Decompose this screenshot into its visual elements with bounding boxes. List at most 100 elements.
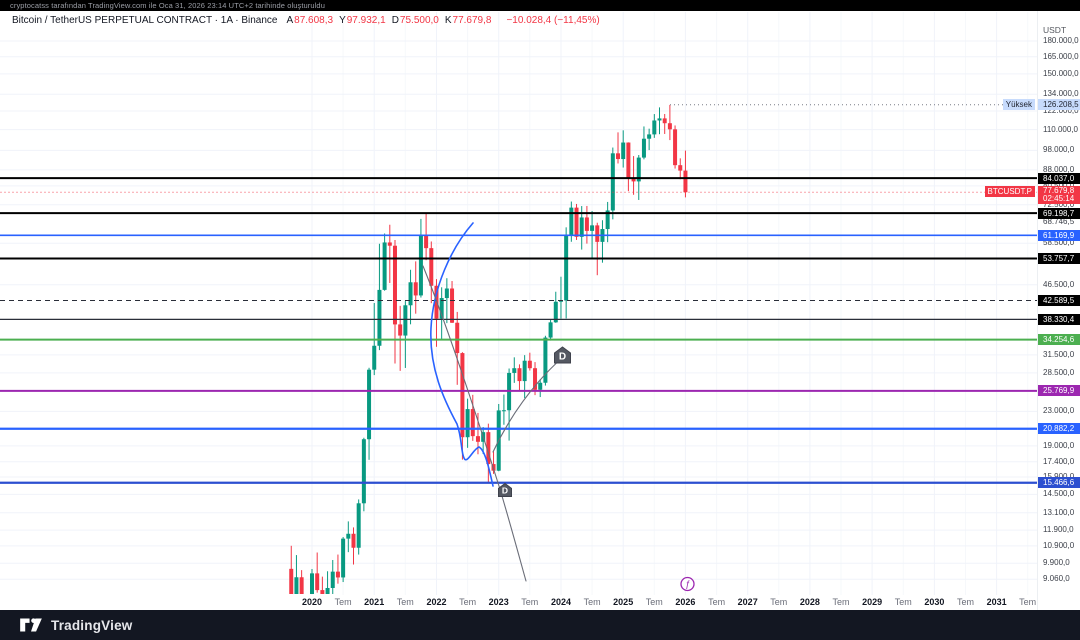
event-marker-glyph: ƒ — [685, 579, 690, 589]
candle-2021-12 — [429, 248, 434, 286]
price-tick: 180.000,0 — [1043, 36, 1079, 45]
tradingview-logo-icon[interactable] — [18, 614, 44, 636]
price-line-badge: 20.882,2 — [1038, 423, 1080, 435]
time-tick-month: Tem — [956, 597, 975, 607]
price-tick: 9.900,0 — [1043, 558, 1070, 568]
time-tick-year: 2025 — [613, 597, 634, 607]
ohlc-label: Y — [339, 15, 346, 26]
price-tick: 28.500,0 — [1043, 367, 1075, 377]
candle-2020-12 — [367, 369, 372, 440]
candle-2024-10 — [605, 210, 610, 230]
candle-2022-04 — [450, 288, 455, 323]
footer-brand[interactable]: TradingView — [51, 617, 133, 633]
time-tick-month: Tem — [708, 597, 726, 607]
candle-2022-06 — [460, 353, 465, 438]
candle-2024-12 — [616, 153, 621, 160]
candle-2024-04 — [574, 207, 579, 237]
time-tick-year: 2022 — [426, 597, 447, 607]
time-tick-month: Tem — [1019, 597, 1037, 607]
candle-2021-04 — [387, 242, 392, 246]
candle-2022-08 — [470, 409, 475, 437]
candle-2023-02 — [501, 410, 506, 412]
candle-2023-11 — [548, 322, 553, 338]
candle-2024-07 — [590, 225, 595, 231]
candle-2025-08 — [657, 118, 662, 121]
candle-2023-12 — [553, 301, 558, 323]
price-tick: 15.900,0 — [1043, 472, 1074, 482]
candle-2021-05 — [392, 245, 397, 325]
candle-2021-06 — [398, 324, 403, 336]
ohlc-value: 97.932,1 — [346, 15, 386, 26]
candle-2025-11 — [673, 129, 678, 166]
high-label-tag: Yüksek — [1002, 99, 1035, 111]
candle-2021-09 — [413, 282, 418, 296]
recovery-curve[interactable] — [492, 356, 564, 453]
price-tick: 46.500,0 — [1043, 279, 1075, 289]
last-price-badge: 77.679,8 02:45:14 — [1038, 186, 1080, 205]
candle-2022-02 — [439, 298, 444, 319]
price-tick: 134.000,0 — [1043, 89, 1079, 99]
price-tick: 98.000,0 — [1043, 145, 1075, 155]
time-axis[interactable]: 2020 2021 2022 2023 2024 2025 2026 2027 2028 2029… — [0, 595, 1037, 610]
time-tick-month: Tem — [396, 597, 414, 607]
last-price-value: 77.679,8 — [1043, 186, 1075, 196]
high-price-badge: 126.208,5 — [1038, 99, 1080, 111]
time-tick-year: 2030 — [924, 597, 945, 607]
position-marker-d[interactable] — [498, 482, 512, 497]
price-tick: 80.500,0 — [1043, 181, 1074, 191]
descending-trendline[interactable] — [422, 265, 527, 582]
candle-2025-06 — [647, 134, 652, 139]
candle-2024-06 — [584, 217, 589, 231]
footer-bar: TradingView — [0, 610, 1080, 640]
candle-2019-11 — [299, 577, 304, 594]
candle-2025-09 — [662, 118, 667, 124]
bar-countdown: 02:45:14 — [1043, 194, 1075, 204]
candle-2023-04 — [512, 368, 517, 373]
ohlc-value: 87.608,3 — [294, 15, 334, 26]
price-axis[interactable]: USDT 180.000,0 165.000,0 150.000,0 134.000,… — [1037, 11, 1080, 610]
candle-2022-07 — [465, 409, 470, 438]
price-tick: 11.900,0 — [1043, 525, 1074, 535]
time-tick-year: 2031 — [986, 597, 1007, 607]
candle-2021-08 — [408, 282, 413, 306]
time-tick-year: 2027 — [737, 597, 758, 607]
candle-2020-07 — [341, 538, 346, 578]
candle-2024-03 — [569, 207, 574, 236]
time-tick-year: 2029 — [862, 597, 883, 607]
price-tick: 58.500,0 — [1043, 238, 1075, 248]
price-tick: 122.000,0 — [1043, 106, 1079, 115]
ohlc-value: 75.500,0 — [399, 15, 439, 26]
position-marker-label: D — [502, 486, 508, 496]
price-line-badge: 25.769,9 — [1038, 385, 1080, 397]
price-tick: 88.000,0 — [1043, 164, 1075, 174]
price-line-badge: 42.589,5 — [1038, 295, 1080, 306]
price-line-badge: 61.169,9 — [1038, 229, 1080, 241]
candle-2021-11 — [424, 234, 429, 249]
time-tick-year: 2026 — [675, 597, 696, 607]
candle-2023-06 — [522, 360, 527, 382]
symbol-price-tag: BTCUSDT.P — [984, 185, 1035, 197]
candle-2026-01 — [683, 170, 688, 193]
chart-canvas[interactable]: D Dƒ — [0, 0, 1080, 610]
attribution-text: cryptocatss tarafından TradingView.com i… — [10, 1, 325, 10]
candle-2020-03 — [320, 590, 325, 594]
event-marker-f-icon[interactable] — [680, 576, 695, 592]
candle-2022-11 — [486, 432, 491, 465]
candle-2020-05 — [330, 571, 335, 588]
candle-2021-07 — [403, 305, 408, 336]
ohlc-label: A — [286, 15, 294, 26]
blue-arc[interactable] — [430, 222, 494, 487]
candle-2020-09 — [351, 533, 356, 548]
candle-2024-05 — [579, 217, 584, 237]
position-marker-d[interactable] — [554, 346, 571, 364]
time-tick-month: Tem — [521, 597, 539, 607]
price-line-badge: 53.757,7 — [1038, 253, 1080, 264]
candle-2020-11 — [361, 439, 366, 504]
candle-2025-10 — [667, 123, 672, 130]
candle-2025-03 — [631, 177, 636, 182]
candle-2020-02 — [315, 573, 320, 591]
candle-series — [289, 104, 688, 594]
time-tick-month: Tem — [583, 597, 601, 607]
candle-2024-08 — [595, 225, 600, 242]
ohlc-label: D — [391, 15, 399, 26]
